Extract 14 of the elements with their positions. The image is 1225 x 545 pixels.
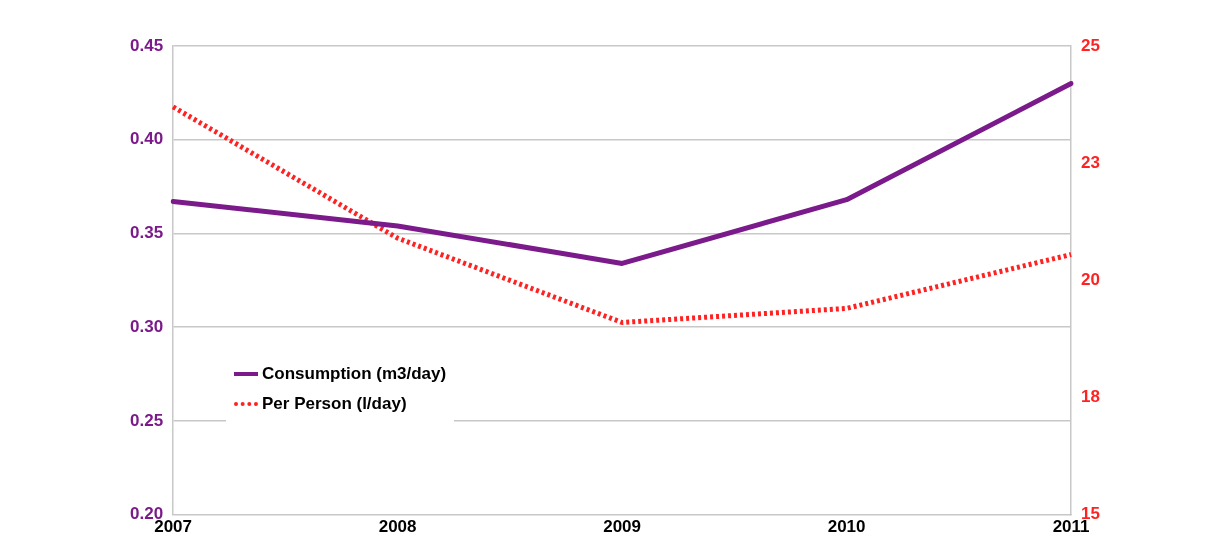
y2-tick-label: 18 bbox=[1081, 387, 1101, 407]
y2-tick-label: 20 bbox=[1081, 269, 1101, 289]
y-tick-label: 0.40 bbox=[129, 129, 164, 149]
x-tick-label: 2009 bbox=[603, 517, 641, 537]
x-tick-label: 2008 bbox=[378, 517, 417, 537]
legend-label: Consumption (m3/day) bbox=[262, 364, 447, 384]
y2-tick-label: 23 bbox=[1081, 152, 1101, 172]
y-tick-label: 0.35 bbox=[129, 223, 164, 243]
y2-tick-label: 25 bbox=[1081, 35, 1101, 55]
y-tick-label: 0.25 bbox=[129, 410, 164, 430]
y-tick-label: 0.30 bbox=[129, 316, 164, 336]
y-tick-label: 0.45 bbox=[129, 35, 164, 55]
x-tick-label: 2010 bbox=[827, 517, 866, 537]
legend-label: Per Person (l/day) bbox=[262, 394, 407, 414]
